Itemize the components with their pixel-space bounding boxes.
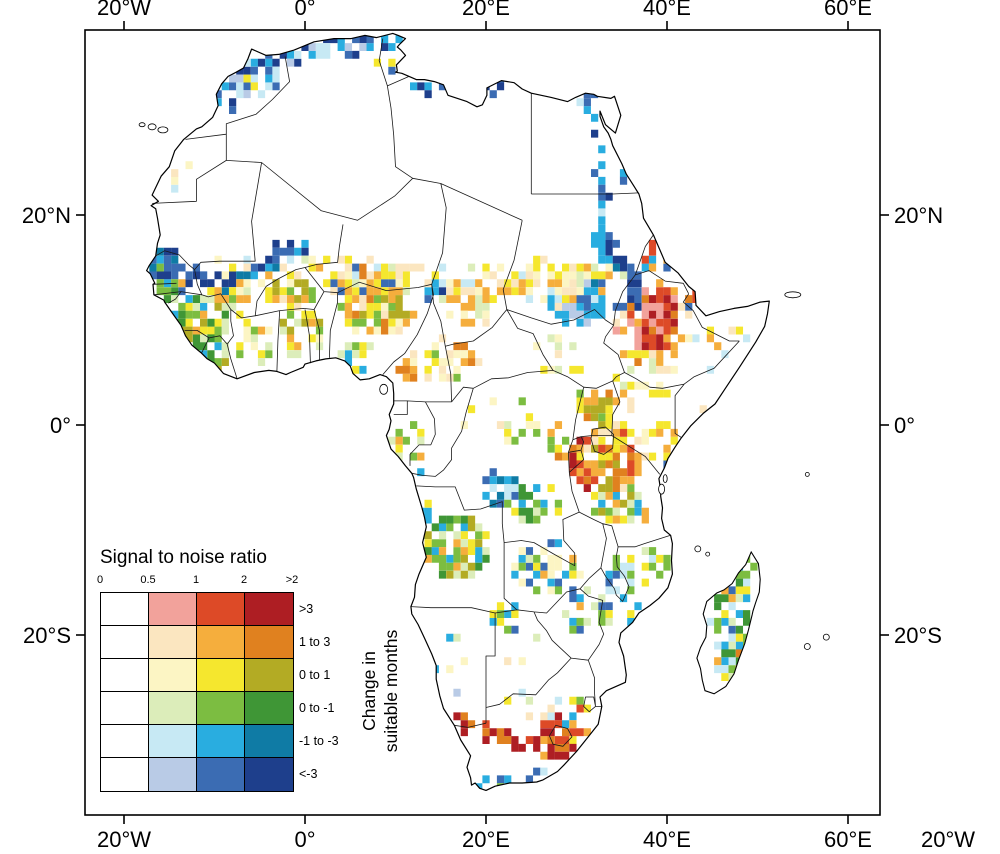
legend-row-label: 0 to -1	[299, 700, 335, 715]
axis-label-right: 20°S	[894, 623, 942, 648]
axis-label-bottom: 40°E	[643, 827, 691, 852]
legend-cell	[245, 626, 293, 659]
legend-scale-tick: 2	[240, 574, 248, 586]
legend-cell	[197, 692, 245, 725]
legend-y-axis-label-line2: suitable months	[381, 629, 401, 753]
legend-cell	[149, 692, 197, 725]
island	[784, 291, 802, 299]
legend-y-axis-label-line1: Change in	[359, 651, 380, 731]
island	[705, 551, 711, 557]
island	[804, 471, 810, 477]
legend-row-label: <-3	[299, 766, 318, 781]
legend-cell	[149, 725, 197, 758]
legend-cell	[245, 593, 293, 626]
legend-cell	[245, 758, 293, 791]
legend-cell	[101, 758, 149, 791]
legend-cell	[245, 725, 293, 758]
legend-cell	[149, 659, 197, 692]
legend-title: Signal to noise ratio	[100, 547, 267, 568]
legend-scale-axis: 0 0.5 1 2 >2	[96, 574, 298, 588]
legend-scale-tick: 0	[96, 574, 104, 586]
axis-label-bottom: 0°	[294, 827, 315, 852]
legend-scale-tick: >2	[285, 574, 299, 586]
island	[147, 123, 157, 131]
axis-label-right: 20°N	[894, 203, 943, 228]
axis-label-bottom: 20°E	[462, 827, 510, 852]
legend-cell	[101, 626, 149, 659]
legend-row-label: 0 to 1	[299, 667, 331, 682]
africa-coastline	[146, 32, 770, 791]
legend-cell	[197, 758, 245, 791]
island	[662, 474, 668, 484]
legend-cell	[197, 659, 245, 692]
map-frame	[84, 29, 881, 816]
legend-cell	[245, 659, 293, 692]
legend-cell	[149, 626, 197, 659]
madagascar-outline	[696, 550, 761, 695]
lake-victoria-outline	[590, 426, 615, 455]
legend-cell	[101, 725, 149, 758]
legend-color-matrix	[100, 592, 294, 792]
country-borders	[152, 38, 740, 747]
legend-cell	[197, 725, 245, 758]
island	[822, 633, 830, 641]
island	[803, 643, 811, 650]
legend-cell	[197, 593, 245, 626]
legend-row-label: -1 to -3	[299, 733, 339, 748]
axis-label-top: 40°E	[643, 0, 691, 20]
axis-label-bottom: 20°W	[97, 827, 151, 852]
raster-cells-r1	[453, 295, 678, 760]
axis-label-top: 20°W	[97, 0, 151, 20]
axis-label-left: 20°S	[23, 623, 71, 648]
legend-row-label: >3	[299, 601, 314, 616]
legend-scale-tick: 0.5	[140, 574, 156, 586]
island	[138, 122, 146, 128]
legend-y-axis-label: Change in suitable months	[359, 630, 403, 753]
raster-layer	[149, 33, 758, 791]
axis-label-left: 0°	[50, 413, 71, 438]
raster-cells-b1	[156, 35, 642, 311]
legend-cell	[149, 593, 197, 626]
axis-label-top: 20°E	[462, 0, 510, 20]
axis-label-bottom: 60°E	[824, 827, 872, 852]
axis-label-top: 0°	[294, 0, 315, 20]
legend-cell	[101, 659, 149, 692]
island	[658, 483, 665, 495]
axis-label-bottom-extra: 20°W	[921, 827, 975, 852]
legend-cell	[245, 692, 293, 725]
axis-label-top: 60°E	[824, 0, 872, 20]
island	[379, 383, 389, 395]
legend-scale-tick: 1	[192, 574, 200, 586]
axis-label-left: 20°N	[22, 203, 71, 228]
axis-label-right: 0°	[894, 413, 915, 438]
island	[694, 545, 702, 553]
island	[157, 126, 169, 134]
legend-cell	[197, 626, 245, 659]
legend-cell	[101, 692, 149, 725]
legend-row-label: 1 to 3	[299, 634, 331, 649]
legend-row-labels: >3 1 to 3 0 to 1 0 to -1 -1 to -3 <-3	[299, 592, 339, 790]
legend-cell	[149, 758, 197, 791]
legend-cell	[101, 593, 149, 626]
